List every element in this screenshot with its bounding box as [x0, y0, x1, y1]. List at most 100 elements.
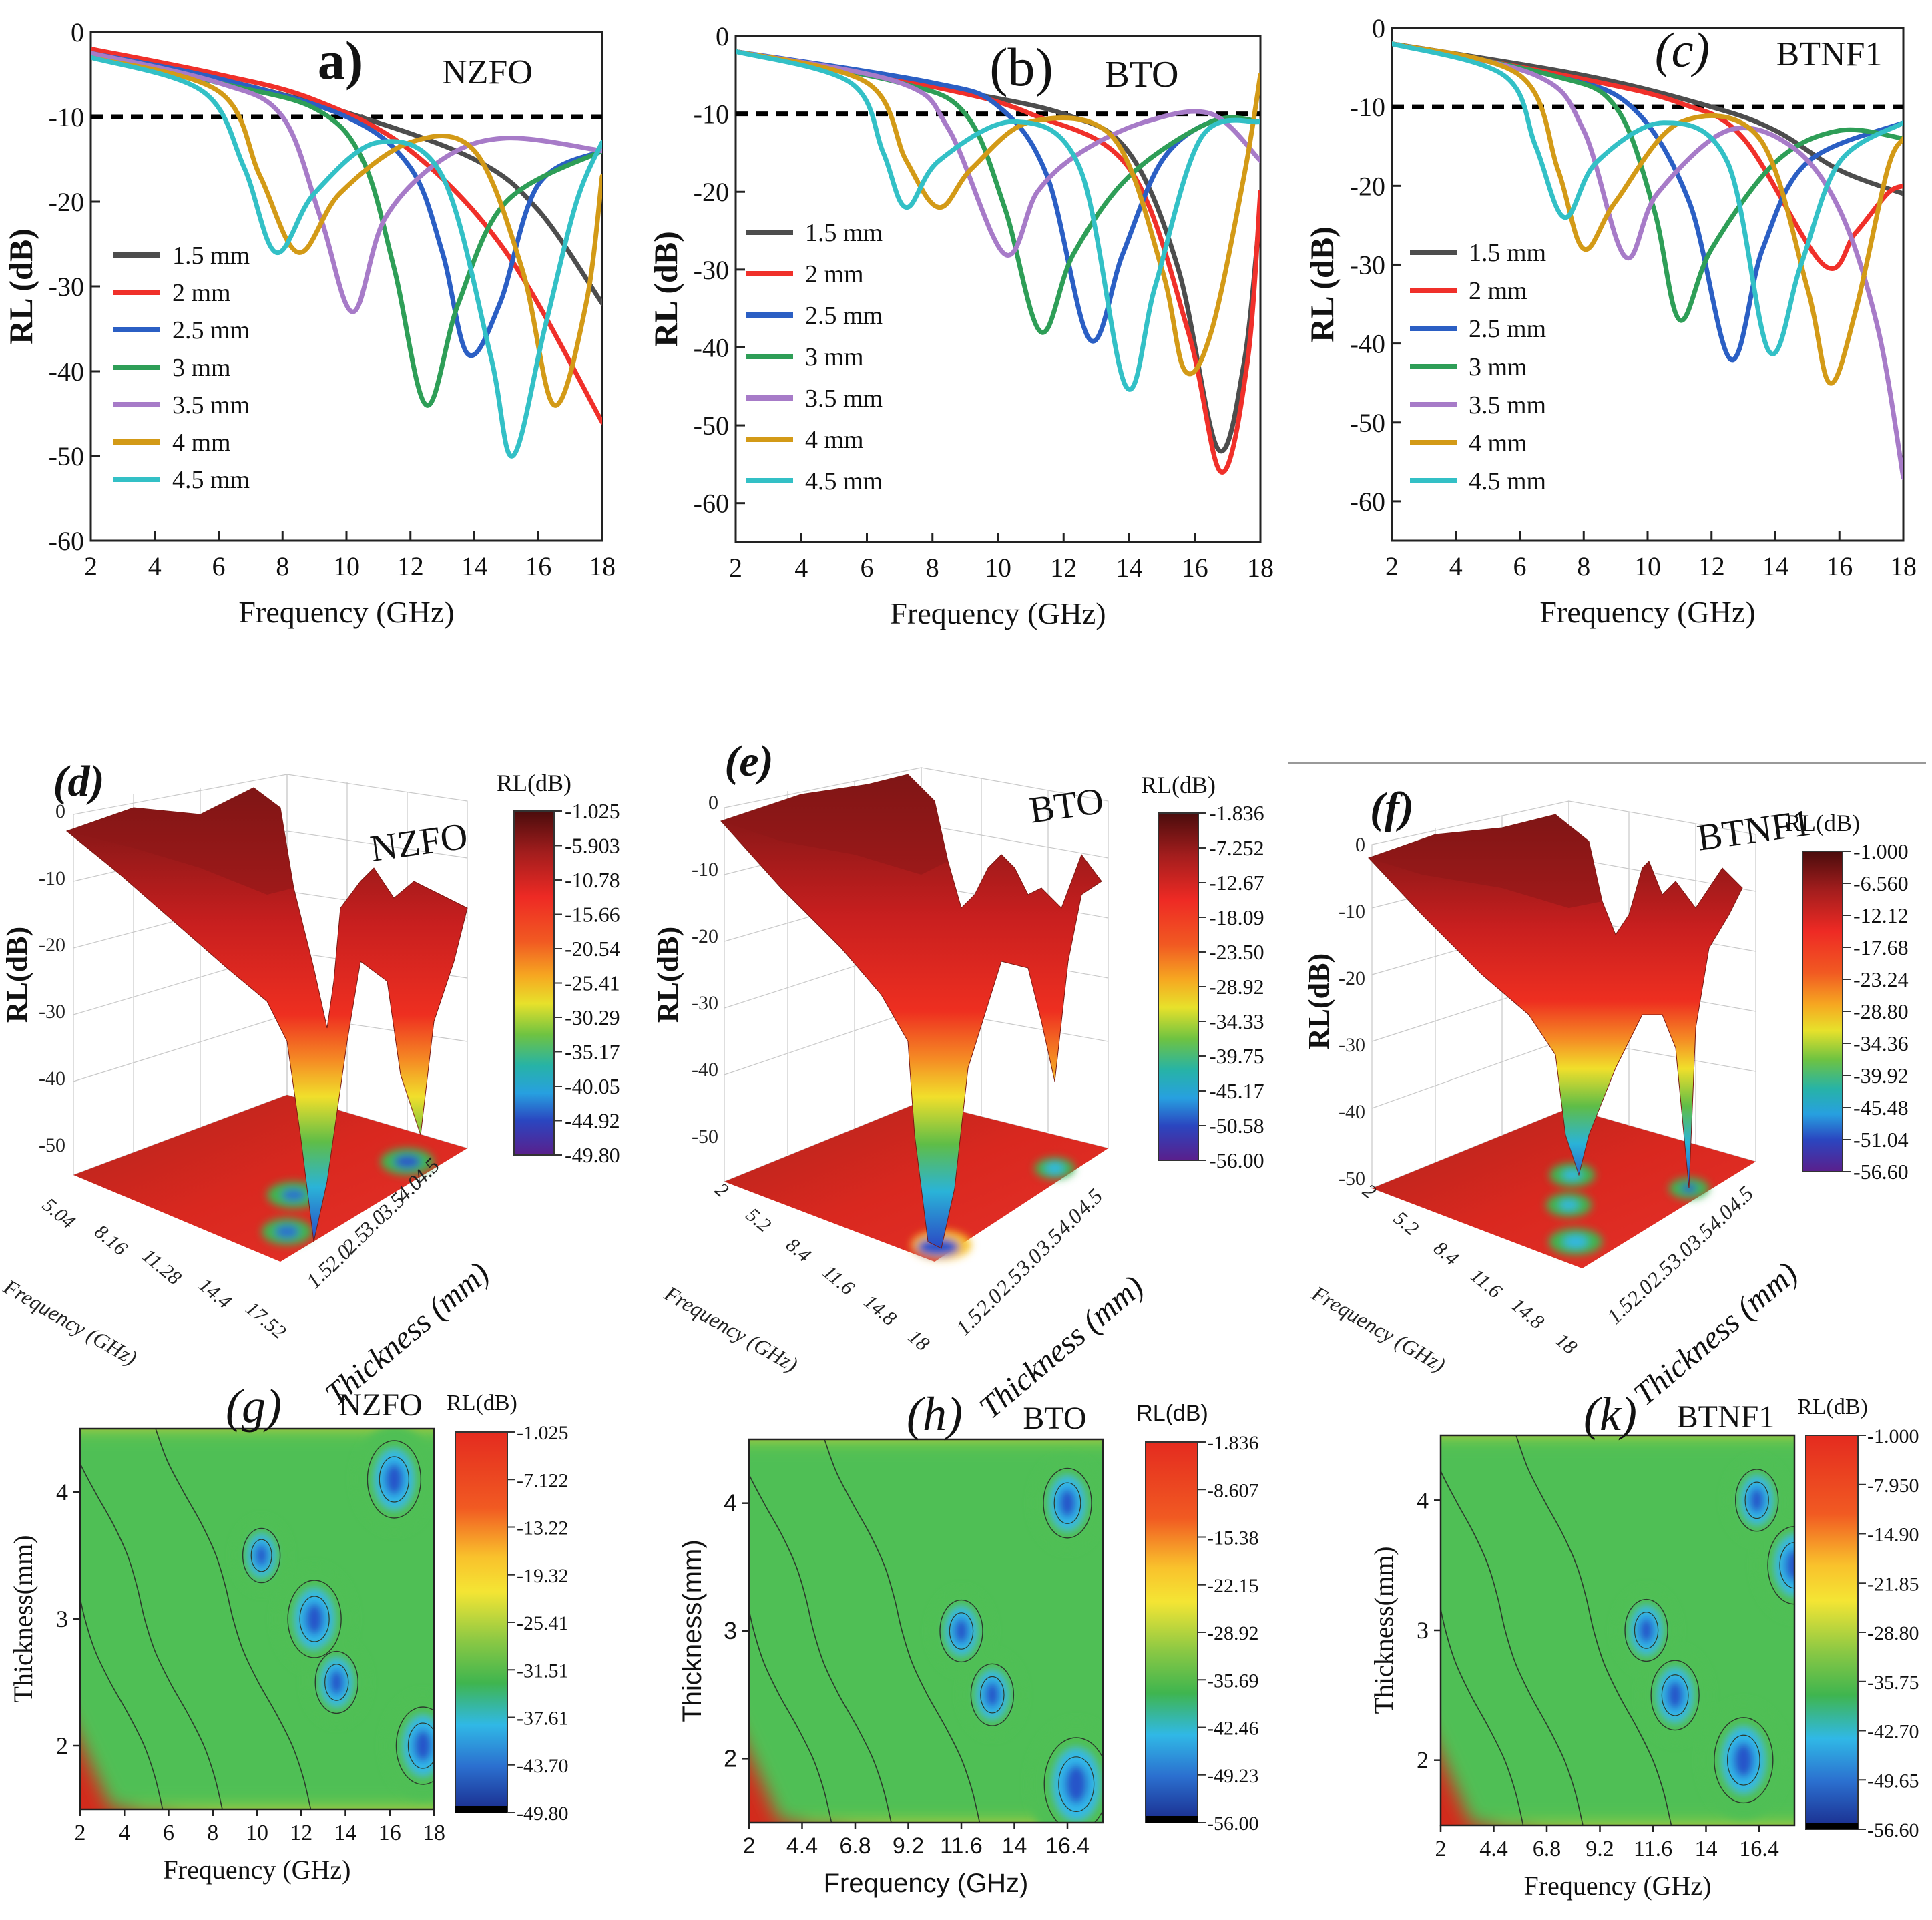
series-line: [736, 49, 1260, 392]
surface-ridge-shade: [67, 788, 294, 895]
legend-label: 4 mm: [805, 426, 864, 454]
y-tick-label: 2: [56, 1732, 68, 1759]
x-tick-label: 14: [1762, 551, 1789, 581]
colorbar-tick-label: -12.67: [1209, 871, 1264, 895]
contour-ring: [980, 1676, 1005, 1714]
x-tick-label: 18: [423, 1821, 445, 1845]
y-axis-label: RL (dB): [2, 228, 39, 344]
panel-label: (h): [907, 1387, 963, 1441]
surface-ridge-shade: [721, 774, 948, 875]
contour-line: [1441, 1606, 1524, 1825]
contour-ring: [250, 1539, 272, 1572]
legend-label: 1.5 mm: [805, 219, 883, 247]
colorbar-tick-label: -44.92: [565, 1109, 620, 1133]
contour-ring: [1779, 1542, 1794, 1589]
x-tick-label: 2: [743, 1833, 756, 1859]
colorbar-bto-3d: RL(dB) -1.836 -7.252 -12.67 -18.09 -23.50 -28.…: [1141, 772, 1264, 1172]
legend-label: 2 mm: [172, 279, 231, 307]
colorbar-btnf1-3d: RL(dB) -1.000 -6.560 -12.12 -17.68 -23.24 -28.…: [1785, 810, 1909, 1184]
contour-line: [749, 1608, 832, 1823]
y-tick-label: -40: [1350, 329, 1385, 359]
floor-minima-spots: [1546, 1163, 1709, 1255]
x-axis-label: Frequency (GHz): [0, 1274, 141, 1369]
panel-label: (c): [1655, 23, 1710, 78]
series-line: [736, 49, 1260, 344]
surface-3d-btnf1: [1368, 800, 1756, 1268]
floor-minima-spots: [911, 1158, 1075, 1260]
y-tick-label: -30: [1350, 250, 1385, 280]
colorbar-tick-label: -7.122: [517, 1469, 569, 1491]
x-axis-label: Frequency (GHz): [1539, 595, 1755, 629]
contour-line: [80, 1596, 164, 1809]
x-axis-label: Frequency (GHz): [890, 596, 1106, 630]
contour-line: [824, 1439, 981, 1823]
contour-ring: [1650, 1660, 1700, 1731]
x-tick-label: 16: [1826, 551, 1853, 581]
x-tick-label: 14: [334, 1821, 357, 1845]
colorbar-tick-label: -28.92: [1209, 975, 1264, 999]
colorbar-tick-label: -39.92: [1853, 1063, 1909, 1088]
rl-line-chart-btnf1: 2 4 6 8 10 12 14 16 18 0 -10 -20 -30 -40 -50 -60 Frequen…: [1303, 13, 1917, 629]
x-tick-label: 16: [525, 551, 551, 581]
x-tick-label: 11.28: [138, 1244, 185, 1289]
y-axis-label: Thickness(mm): [1369, 1546, 1399, 1714]
legend-label: 4 mm: [172, 429, 231, 457]
colorbar-tick-label: -45.17: [1209, 1079, 1264, 1103]
contour-ring: [1661, 1674, 1689, 1716]
colorbar-tick-label: -49.65: [1867, 1770, 1919, 1792]
z-tick-label: -20: [39, 934, 65, 956]
colorbar-tick-label: -15.38: [1207, 1527, 1259, 1549]
material-label: BTNF1: [1677, 1399, 1775, 1435]
contour-ring: [1624, 1598, 1668, 1662]
x-tick-label: 18: [904, 1325, 933, 1355]
colorbar-tick-label: -56.00: [1207, 1813, 1259, 1835]
series-line: [91, 51, 602, 358]
x-tick-label: 2: [1435, 1837, 1447, 1861]
legend-label: 3.5 mm: [805, 385, 883, 413]
y-axis-label: RL (dB): [647, 231, 684, 347]
series-line: [1392, 41, 1903, 386]
x-tick-label: 16: [379, 1821, 401, 1845]
x-tick-label: 14.8: [859, 1290, 900, 1330]
colorbar-tick-label: -51.04: [1853, 1128, 1909, 1152]
x-tick-label: 2: [729, 553, 742, 583]
x-tick-label: 18: [589, 551, 616, 581]
y-axis-label: RL (dB): [1303, 226, 1341, 342]
y-tick-label: -50: [1350, 408, 1385, 438]
series-line: [91, 46, 602, 425]
z-tick-label: -30: [692, 992, 718, 1014]
x-tick-label: 2: [84, 551, 97, 581]
y-tick-label: -50: [49, 441, 84, 471]
material-label: BTO: [1105, 54, 1179, 95]
x-tick-label: 18: [1551, 1329, 1581, 1359]
colorbar-tick-label: -1.025: [565, 799, 620, 823]
minimum-blue: [985, 1682, 1000, 1708]
colorbar-tick-label: -15.66: [565, 903, 620, 927]
legend-label: 3 mm: [1469, 353, 1527, 381]
colorbar-tick-label: -6.560: [1853, 871, 1909, 895]
colorbar-tick-label: -35.17: [565, 1040, 620, 1064]
x-tick-label: 5.04: [38, 1194, 79, 1233]
legend-label: 4.5 mm: [172, 466, 250, 494]
colorbar-tick-label: -14.90: [1867, 1524, 1919, 1546]
panel-label: (k): [1584, 1387, 1637, 1441]
panel-label: (b): [989, 37, 1053, 97]
z-tick-label: -50: [39, 1134, 65, 1156]
x-tick-label: 6: [861, 553, 874, 583]
contour-ring: [379, 1456, 409, 1503]
x-tick-label: 6.8: [839, 1833, 871, 1859]
x-tick-label: 18: [1890, 551, 1917, 581]
series-line: [736, 49, 1260, 377]
series-group: [1392, 41, 1903, 480]
minimum-blue: [1666, 1680, 1684, 1710]
colorbar-tick-label: -34.33: [1209, 1009, 1264, 1033]
colorbar-tick-label: -35.75: [1867, 1672, 1919, 1694]
y-tick-label: -20: [1350, 171, 1385, 201]
colorbar-tick-label: -5.903: [565, 834, 620, 858]
z-tick-label: -50: [692, 1126, 718, 1148]
colorbar-tick-label: -17.68: [1853, 935, 1909, 959]
heatmap-body: [1441, 1435, 1794, 1825]
x-tick-label: 14: [1116, 553, 1143, 583]
y-tick-label: -60: [49, 526, 84, 556]
series-line: [1392, 41, 1903, 271]
